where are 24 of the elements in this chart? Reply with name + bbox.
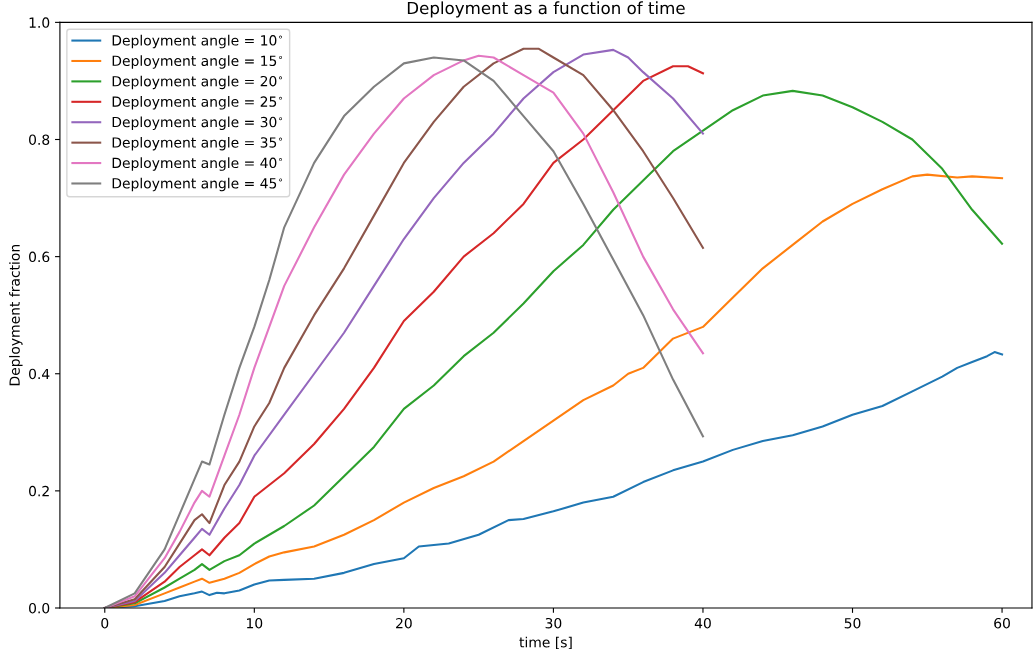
x-tick-label: 0	[101, 617, 109, 629]
y-axis-title: Deployment fraction	[9, 245, 23, 386]
y-tick-label: 0.2	[29, 485, 49, 497]
x-tick-label: 30	[545, 617, 562, 629]
legend-label: Deployment angle = 35$^{∘}$	[112, 136, 283, 151]
x-tick-label: 60	[994, 617, 1010, 629]
legend-label: Deployment angle = 40$^{∘}$	[112, 157, 283, 171]
legend-label: Deployment angle = 15$^{∘}$	[112, 55, 283, 69]
x-tick-label: 40	[694, 617, 711, 629]
legend-label: Deployment angle = 10$^{∘}$	[112, 34, 283, 49]
y-tick-label: 0.4	[29, 368, 50, 380]
x-axis-title: time [s]	[519, 636, 572, 650]
legend-label: Deployment angle = 20$^{∘}$	[112, 75, 283, 90]
y-tick-label: 0.6	[29, 251, 50, 263]
legend-label: Deployment angle = 45$^{∘}$	[112, 177, 283, 192]
y-tick-label: 0.8	[29, 134, 50, 145]
legend-label: Deployment angle = 25$^{∘}$	[112, 96, 283, 110]
y-tick-label: 0.0	[29, 602, 50, 614]
chart-title: Deployment as a function of time	[407, 1, 685, 18]
legend-label: Deployment angle = 30$^{∘}$	[112, 116, 283, 130]
x-tick-label: 50	[844, 617, 861, 629]
y-tick-label: 1.0	[29, 17, 50, 28]
x-tick-label: 20	[396, 617, 412, 629]
x-tick-label: 10	[247, 617, 263, 629]
